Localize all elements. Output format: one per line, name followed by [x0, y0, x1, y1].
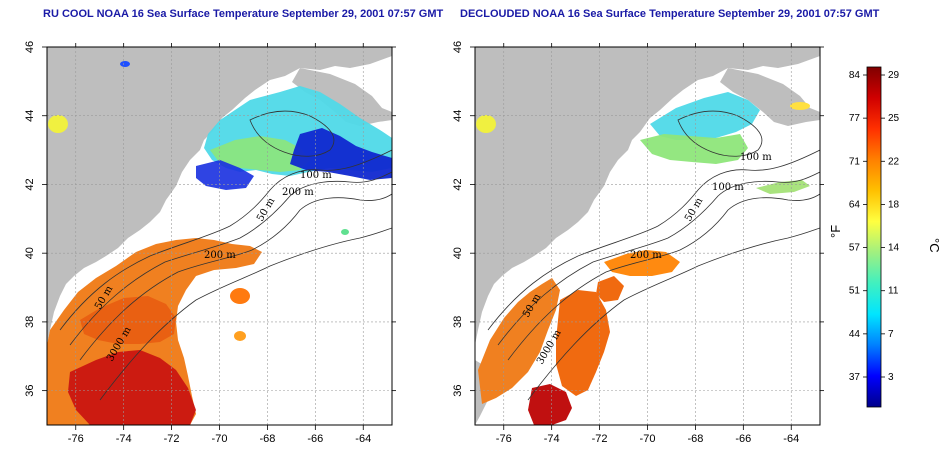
x-tick-label: -72 [592, 433, 608, 445]
y-tick-label: 40 [24, 247, 36, 259]
contour-label: 200 m [204, 250, 236, 261]
sst-hot-core [528, 384, 572, 425]
sst-warm-offshore [556, 290, 610, 396]
colorbar-c-label: 29 [888, 70, 900, 81]
land-mass [475, 47, 820, 345]
colorbar-f-label: 71 [849, 156, 861, 167]
sst-yellow-patch [790, 102, 810, 110]
x-tick-label: -68 [687, 433, 703, 445]
x-tick-label: -70 [212, 433, 228, 445]
colorbar-ticks: 84 77 71 64 57 51 44 37 29 25 22 18 14 11 7 3 [849, 70, 900, 383]
colorbar-c-label: 3 [888, 372, 894, 383]
nova-scotia [720, 68, 820, 126]
colorbar-c-label: 18 [888, 199, 900, 210]
x-tick-label: -74 [544, 433, 560, 445]
lat-lon-grid [47, 47, 392, 425]
x-tick-label: -68 [259, 433, 275, 445]
right-map-title: DECLOUDED NOAA 16 Sea Surface Temperatur… [460, 8, 880, 20]
contour-gulf [249, 110, 335, 157]
colorbar-c-label: 14 [888, 243, 900, 254]
contour-200m [507, 193, 820, 361]
y-tick-label: 36 [452, 385, 464, 397]
contour-label: 100 m [712, 182, 744, 193]
x-tick-label: -74 [116, 433, 132, 445]
y-tick-label: 40 [452, 247, 464, 259]
left-sst-map: 200 m 100 m 50 m 200 m 50 m 3000 m -76 -7… [24, 41, 396, 445]
colorbar-c-label: 11 [888, 286, 899, 297]
colorbar-f-label: 44 [849, 329, 861, 340]
fahrenheit-unit-label: °F [828, 225, 843, 238]
temperature-colorbar: 84 77 71 64 57 51 44 37 29 25 22 18 14 11 7 3 °F °C [828, 66, 942, 408]
sst-green-water [210, 136, 310, 172]
x-tick-label: -72 [164, 433, 180, 445]
colorbar-f-label: 37 [849, 372, 861, 383]
nova-scotia [292, 68, 392, 126]
contour-100m [69, 171, 392, 346]
right-sst-map: 100 m 100 m 50 m 200 m 50 m 3000 m -76 -7… [452, 41, 824, 445]
lat-lon-grid [475, 47, 820, 425]
contour-50m [487, 149, 820, 331]
y-tick-label: 42 [24, 178, 36, 190]
sst-cold-cloud-west [196, 160, 254, 190]
right-map-content: 100 m 100 m 50 m 200 m 50 m 3000 m [475, 47, 820, 425]
sst-hot-core [68, 350, 196, 425]
x-tick-label: -76 [68, 433, 84, 445]
sst-offshore-patch [234, 331, 246, 341]
left-map-axes: -76 -74 -72 -70 -68 -66 -64 36 38 40 42 44 46 [24, 41, 396, 445]
sst-green-strip [756, 180, 810, 194]
y-tick-label: 38 [24, 316, 36, 328]
colorbar-c-label: 22 [888, 156, 900, 167]
colorbar-f-label: 64 [849, 199, 861, 210]
y-tick-label: 36 [24, 385, 36, 397]
y-tick-label: 46 [452, 41, 464, 53]
contour-label: 200 m [282, 187, 314, 198]
colorbar-f-label: 77 [849, 113, 861, 124]
sst-offshore-patch [230, 288, 250, 304]
bathymetry-contours [59, 110, 392, 401]
left-map-content: 200 m 100 m 50 m 200 m 50 m 3000 m [47, 47, 392, 425]
colorbar-f-label: 57 [849, 243, 861, 254]
sst-green-water [640, 134, 748, 164]
x-tick-label: -66 [735, 433, 751, 445]
contour-100m [497, 171, 820, 346]
y-tick-label: 46 [24, 41, 36, 53]
sst-yellow-patch [476, 115, 496, 133]
contour-200m [79, 193, 392, 361]
sst-blue-patch [120, 61, 130, 67]
y-tick-label: 42 [452, 178, 464, 190]
sst-warm-shelf [478, 278, 560, 404]
x-tick-label: -66 [307, 433, 323, 445]
contour-3000m [527, 227, 820, 401]
y-tick-label: 44 [24, 110, 36, 122]
x-tick-label: -64 [783, 433, 799, 445]
contour-gulf [677, 110, 763, 157]
x-tick-label: -70 [640, 433, 656, 445]
y-tick-label: 44 [452, 110, 464, 122]
sst-orange-patch [596, 276, 624, 302]
colorbar-c-label: 25 [888, 113, 900, 124]
land-mass [47, 47, 392, 345]
x-tick-label: -64 [355, 433, 371, 445]
sst-green-patch [341, 229, 349, 235]
left-map-title: RU COOL NOAA 16 Sea Surface Temperature … [43, 8, 444, 20]
colorbar-f-label: 84 [849, 70, 861, 81]
colorbar-ramp [866, 66, 882, 408]
contour-label: 200 m [630, 250, 662, 261]
x-tick-label: -76 [496, 433, 512, 445]
sst-warm-mid [80, 296, 176, 344]
contour-label: 100 m [740, 152, 772, 163]
y-tick-label: 38 [452, 316, 464, 328]
sst-yellow-patch [48, 115, 68, 133]
celsius-unit-label: °C [927, 238, 942, 253]
bathymetry-contours [487, 110, 820, 401]
colorbar-f-label: 51 [849, 286, 861, 297]
contour-3000m [99, 227, 392, 401]
right-map-axes: -76 -74 -72 -70 -68 -66 -64 36 38 40 42 44 46 [452, 41, 824, 445]
colorbar-c-label: 7 [888, 329, 894, 340]
contour-label: 100 m [300, 170, 332, 181]
contour-50m [59, 149, 392, 331]
